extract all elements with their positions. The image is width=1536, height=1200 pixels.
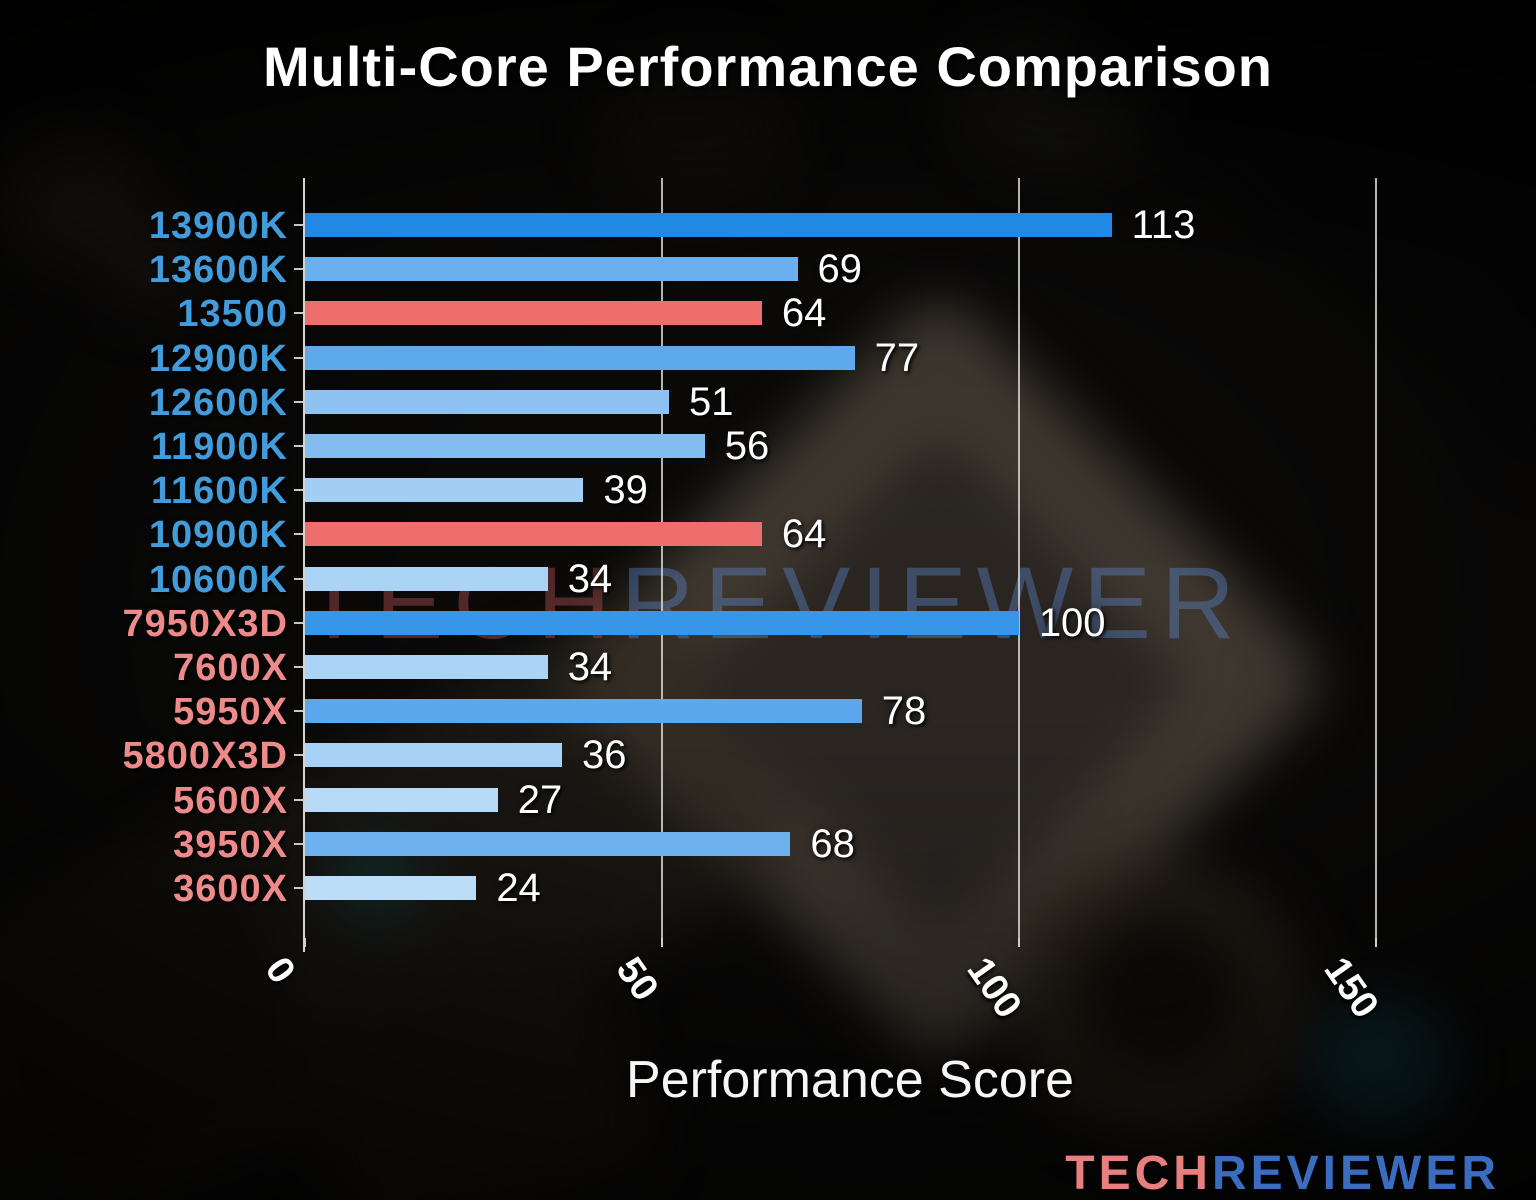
- value-label-12900K: 77: [874, 335, 920, 380]
- chart-row-7600X: 7600X 34: [0, 645, 1536, 689]
- category-label-5800X3D: 5800X3D: [122, 735, 288, 778]
- category-label-10900K: 10900K: [148, 514, 288, 557]
- chart-row-3950X: 3950X 68: [0, 822, 1536, 866]
- y-tick-mark-13500: [294, 312, 303, 315]
- category-label-3950X: 3950X: [173, 823, 288, 866]
- value-label-3950X: 68: [810, 821, 855, 866]
- y-tick-mark-13900K: [294, 224, 303, 227]
- value-label-5800X3D: 36: [581, 733, 627, 778]
- x-tick-mark-50: [660, 938, 663, 947]
- chart-row-3600X: 3600X 24: [0, 866, 1536, 910]
- brand-logo-reviewer: REVIEWER: [1211, 1147, 1500, 1200]
- category-label-3600X: 3600X: [173, 868, 288, 910]
- value-label-7950X3D: 100: [1038, 600, 1106, 645]
- chart-row-7950X3D: 7950X3D 100: [0, 601, 1536, 645]
- category-label-11600K: 11600K: [150, 470, 288, 513]
- y-tick-mark-7600X: [294, 666, 303, 669]
- value-label-10900K: 64: [781, 512, 827, 557]
- y-tick-mark-10600K: [294, 577, 303, 580]
- chart-row-13900K: 13900K 113: [0, 203, 1536, 247]
- bar-11900K: [305, 434, 705, 459]
- value-label-5950X: 78: [881, 689, 927, 734]
- value-label-13900K: 113: [1131, 203, 1196, 247]
- chart-row-5950X: 5950X 78: [0, 689, 1536, 733]
- category-label-5950X: 5950X: [173, 691, 288, 734]
- brand-logo: TECHREVIEWER: [1065, 1146, 1500, 1200]
- category-label-13900K: 13900K: [148, 205, 288, 247]
- chart-row-11600K: 11600K 39: [0, 468, 1536, 512]
- x-axis-title: Performance Score: [626, 1051, 1074, 1109]
- watermark: TECHREVIEWER: [303, 552, 1245, 654]
- value-label-12600K: 51: [689, 379, 734, 424]
- category-label-11900K: 11900K: [150, 426, 288, 468]
- y-tick-mark-12900K: [294, 356, 303, 359]
- category-label-13600K: 13600K: [148, 249, 288, 292]
- chart-row-5600X: 5600X 27: [0, 778, 1536, 822]
- y-tick-mark-5950X: [294, 710, 303, 713]
- category-label-13500: 13500: [177, 293, 288, 336]
- value-label-7600X: 34: [567, 645, 613, 689]
- y-axis-line: [303, 178, 305, 952]
- y-tick-mark-13600K: [294, 268, 303, 271]
- value-label-3600X: 24: [496, 866, 541, 910]
- bar-5600X: [305, 787, 498, 812]
- category-label-7950X3D: 7950X3D: [122, 602, 288, 645]
- bar-13600K: [305, 257, 798, 282]
- bar-5800X3D: [305, 743, 562, 768]
- value-label-13600K: 69: [817, 247, 863, 292]
- chart-row-11900K: 11900K 56: [0, 424, 1536, 468]
- bar-3600X: [305, 876, 477, 901]
- chart-title: Multi-Core Performance Comparison: [262, 35, 1274, 98]
- x-tick-mark-100: [1017, 938, 1020, 947]
- value-label-13500: 64: [781, 291, 827, 336]
- y-tick-mark-3950X: [294, 842, 303, 845]
- bar-12900K: [305, 345, 855, 370]
- bar-13500: [305, 301, 762, 326]
- bar-10600K: [305, 566, 548, 591]
- chart-row-13600K: 13600K 69: [0, 247, 1536, 291]
- brand-logo-tech: TECH: [1065, 1147, 1212, 1200]
- bar-3950X: [305, 831, 791, 856]
- chart-row-12900K: 12900K 77: [0, 336, 1536, 380]
- y-tick-mark-12600K: [294, 400, 303, 403]
- x-tick-mark-150: [1374, 938, 1377, 947]
- category-label-10600K: 10600K: [148, 558, 288, 601]
- gridline-100: [1017, 178, 1020, 944]
- gridline-150: [1374, 178, 1377, 944]
- bar-10900K: [305, 522, 762, 547]
- y-tick-mark-5800X3D: [294, 754, 303, 757]
- value-label-5600X: 27: [517, 777, 563, 822]
- bar-12600K: [305, 389, 670, 414]
- chart-row-10600K: 10600K 34: [0, 557, 1536, 601]
- y-tick-mark-3600X: [294, 887, 303, 890]
- category-label-12900K: 12900K: [148, 337, 288, 380]
- bar-11600K: [305, 478, 584, 503]
- chart-row-12600K: 12600K 51: [0, 380, 1536, 424]
- value-label-11600K: 39: [603, 468, 648, 513]
- bar-7600X: [305, 655, 548, 680]
- x-tick-mark-0: [304, 938, 306, 947]
- bar-13900K: [305, 213, 1112, 238]
- chart-row-13500: 13500 64: [0, 291, 1536, 335]
- category-label-5600X: 5600X: [173, 779, 288, 822]
- y-tick-mark-11600K: [294, 489, 303, 492]
- value-label-10600K: 34: [567, 556, 613, 601]
- value-label-11900K: 56: [724, 424, 770, 468]
- category-label-7600X: 7600X: [173, 647, 288, 689]
- bar-7950X3D: [305, 610, 1019, 635]
- y-tick-mark-11900K: [294, 445, 303, 448]
- y-tick-mark-5600X: [294, 798, 303, 801]
- y-tick-mark-7950X3D: [294, 621, 303, 624]
- bar-5950X: [305, 699, 862, 724]
- chart-row-5800X3D: 5800X3D 36: [0, 733, 1536, 777]
- y-tick-mark-10900K: [294, 533, 303, 536]
- category-label-12600K: 12600K: [148, 381, 288, 424]
- chart-row-10900K: 10900K 64: [0, 512, 1536, 556]
- gridline-50: [660, 178, 663, 944]
- watermark-reviewer: REVIEWER: [620, 546, 1245, 660]
